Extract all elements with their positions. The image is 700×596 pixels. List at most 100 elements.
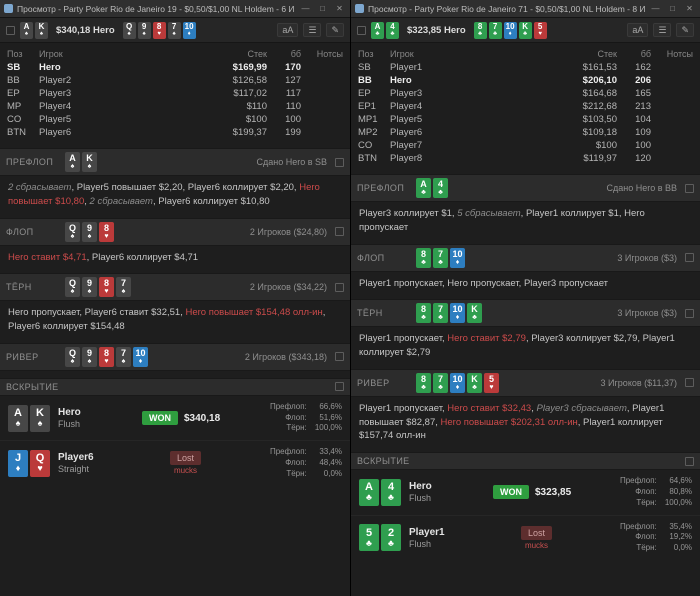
- player-position: BTN: [358, 153, 377, 164]
- showdown-checkbox[interactable]: [335, 382, 344, 392]
- player-name: Player6: [390, 127, 423, 138]
- card-7-spade: 7 ♠: [116, 346, 131, 367]
- stat-value: 35,4%: [669, 521, 692, 531]
- player-row[interactable]: EP Player3 $164,68 165: [351, 87, 700, 100]
- player-row[interactable]: SB Hero $169,99 170: [0, 61, 350, 74]
- equity-stat: Тёрн: 100,0%: [270, 423, 342, 434]
- player-row[interactable]: BTN Player6 $199,37 199: [0, 126, 350, 139]
- player-row[interactable]: MP1 Player5 $103,50 104: [351, 113, 700, 126]
- equity-stats: Префлоп: 33,4% Флоп: 48,4% Тёрн: 0,0%: [270, 447, 342, 479]
- street-checkbox[interactable]: [335, 352, 344, 362]
- street-checkbox[interactable]: [685, 253, 694, 263]
- heart-icon: ♥: [104, 288, 109, 296]
- street-info: Сдано Hero в BB: [606, 183, 677, 193]
- muck-label: mucks: [524, 540, 549, 550]
- card-8-club: 8 ♣: [416, 247, 431, 268]
- font-size-button[interactable]: aA: [627, 22, 649, 38]
- toolbar: A ♠ K ♠ $340,18 Hero Q ♠ 9 ♠ 8 ♥ 7 ♠ 10 ♦ aA ☰ ✎: [0, 18, 350, 43]
- card-A-spade: A ♠: [20, 21, 33, 39]
- street-name: РИВЕР: [357, 377, 390, 388]
- street-checkbox[interactable]: [335, 282, 344, 292]
- close-button[interactable]: ✕: [336, 3, 343, 13]
- edit-button[interactable]: ✎: [676, 22, 694, 38]
- player-row[interactable]: CO Player7 $100 100: [351, 139, 700, 152]
- club-icon: ♣: [421, 383, 426, 391]
- hand-select-checkbox[interactable]: [6, 25, 15, 35]
- card-rank: A: [69, 153, 76, 163]
- player-bb: 199: [285, 127, 301, 138]
- card-7-club: 7 ♣: [433, 372, 448, 393]
- street-info: 2 Игроков ($343,18): [244, 351, 327, 362]
- maximize-button[interactable]: □: [320, 3, 325, 13]
- hand-select-checkbox[interactable]: [357, 25, 366, 35]
- player-stack: $161,53: [582, 62, 617, 73]
- street-cards: Q ♠ 9 ♠ 8 ♥ 7 ♠ 10 ♦: [65, 346, 148, 367]
- list-view-button[interactable]: ☰: [653, 22, 672, 38]
- card-8-club: 8 ♣: [416, 303, 431, 324]
- street-checkbox[interactable]: [335, 157, 344, 167]
- street-checkbox[interactable]: [335, 227, 344, 237]
- player-row[interactable]: BB Hero $206,10 206: [351, 74, 700, 87]
- card-4-club: 4 ♣: [381, 478, 401, 506]
- card-rank: Q: [68, 222, 76, 233]
- player-row[interactable]: SB Player1 $161,53 162: [351, 61, 700, 74]
- card-K-spade: K ♠: [82, 152, 97, 172]
- player-position: CO: [7, 114, 22, 125]
- maximize-button[interactable]: □: [670, 3, 675, 13]
- spade-icon: ♠: [121, 357, 126, 365]
- hand-viewer-window-right: Просмотр - Party Poker Rio de Janeiro 71…: [350, 0, 700, 596]
- player-stack: $206,10: [582, 75, 617, 86]
- street-checkbox[interactable]: [685, 183, 694, 193]
- card-4-club: 4 ♣: [433, 178, 448, 198]
- player-row[interactable]: MP Player4 $110 110: [0, 100, 350, 113]
- spade-icon: ♠: [24, 31, 29, 37]
- street-name: ФЛОП: [6, 226, 34, 237]
- card-8-heart: 8 ♥: [99, 346, 114, 367]
- action-text: Hero повышает $10,80: [8, 182, 320, 207]
- heart-icon: ♥: [538, 31, 542, 37]
- player-position: BTN: [7, 127, 26, 138]
- edit-button[interactable]: ✎: [326, 22, 344, 38]
- stat-value: 33,4%: [319, 447, 342, 457]
- minimize-button[interactable]: —: [301, 3, 310, 13]
- equity-stat: Префлоп: 64,6%: [620, 476, 692, 487]
- card-rank: 4: [390, 22, 395, 31]
- player-row[interactable]: CO Player5 $100 100: [0, 113, 350, 126]
- player-row[interactable]: EP Player3 $117,02 117: [0, 87, 350, 100]
- table-header-row: Поз Игрок Стек бб Нотсы: [351, 46, 700, 61]
- card-rank: 8: [103, 278, 109, 289]
- showdown-player-info: Player1 Flush: [409, 527, 485, 549]
- equity-stats: Префлоп: 35,4% Флоп: 19,2% Тёрн: 0,0%: [620, 522, 692, 554]
- showdown-checkbox[interactable]: [685, 456, 694, 466]
- player-row[interactable]: BTN Player8 $119,97 120: [351, 152, 700, 165]
- action-text: 2 сбрасывает: [8, 182, 72, 193]
- showdown-cards: J ♦ Q ♥: [8, 449, 50, 477]
- street-actions: Hero ставит $4,71, Player6 коллирует $4,…: [0, 246, 350, 267]
- player-position: EP: [7, 88, 20, 99]
- street-cards: A ♠ K ♠: [65, 152, 97, 172]
- font-size-button[interactable]: aA: [277, 22, 299, 38]
- stat-label: Тёрн:: [636, 543, 659, 553]
- list-view-button[interactable]: ☰: [303, 22, 322, 38]
- showdown-row: A ♣ 4 ♣ Hero Flush WON $323,85 Префлоп: 64,6% Фло…: [351, 470, 700, 514]
- street-checkbox[interactable]: [685, 308, 694, 318]
- card-rank: 7: [492, 22, 498, 31]
- equity-stat: Тёрн: 100,0%: [620, 498, 692, 509]
- hero-stack-label: $340,18 Hero: [56, 24, 115, 36]
- showdown-hand-name: Flush: [409, 493, 432, 504]
- street-checkbox[interactable]: [685, 378, 694, 388]
- card-K-club: K ♣: [467, 303, 482, 324]
- card-2-club: 2 ♣: [381, 524, 401, 552]
- minimize-button[interactable]: —: [651, 3, 660, 13]
- player-row[interactable]: EP1 Player4 $212,68 213: [351, 100, 700, 113]
- showdown-player-name: Hero: [409, 481, 432, 493]
- player-name: Player3: [390, 88, 423, 99]
- title-bar: Просмотр - Party Poker Rio de Janeiro 71…: [351, 0, 700, 18]
- player-row[interactable]: MP2 Player6 $109,18 109: [351, 126, 700, 139]
- player-name: Hero: [390, 75, 412, 86]
- stat-label: Тёрн:: [636, 497, 659, 507]
- close-button[interactable]: ✕: [686, 3, 693, 13]
- player-row[interactable]: BB Player2 $126,58 127: [0, 74, 350, 87]
- won-badge: WON: [142, 411, 178, 426]
- card-rank: 7: [437, 248, 443, 259]
